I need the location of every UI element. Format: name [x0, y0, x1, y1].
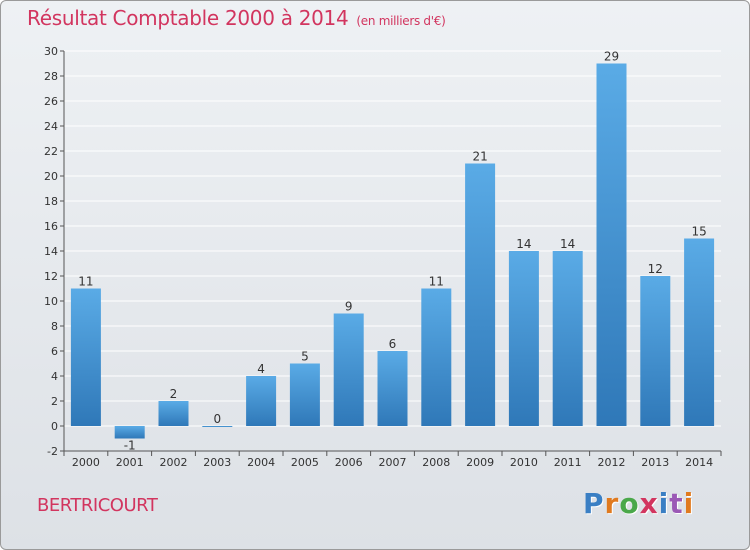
data-label: 21 — [472, 150, 487, 164]
bar-2011 — [552, 251, 583, 426]
y-tick-label: 18 — [44, 195, 58, 208]
y-tick-label: 8 — [51, 320, 58, 333]
axes — [60, 50, 722, 456]
y-tick-label: 10 — [44, 295, 58, 308]
x-tick-label: 2007 — [379, 456, 407, 469]
x-tick-label: 2012 — [598, 456, 626, 469]
x-tick-label: 2001 — [116, 456, 144, 469]
data-label: 14 — [516, 237, 531, 251]
bar-2001 — [114, 426, 145, 439]
x-tick-label: 2004 — [247, 456, 275, 469]
y-tick-label: 22 — [44, 145, 58, 158]
bar-2012 — [596, 63, 627, 426]
data-label: 11 — [429, 275, 444, 289]
y-tick-label: 16 — [44, 220, 58, 233]
chart-subtitle: (en milliers d'€) — [356, 14, 446, 28]
y-tick-label: 4 — [51, 370, 58, 383]
town-name: BERTRICOURT — [37, 495, 158, 516]
data-label: 5 — [301, 350, 309, 364]
bar-2006 — [333, 313, 364, 426]
x-tick-label: 2003 — [203, 456, 231, 469]
x-tick-label: 2005 — [291, 456, 319, 469]
y-tick-label: 0 — [51, 420, 58, 433]
logo-letter: x — [639, 487, 659, 520]
logo-letter: i — [683, 487, 695, 520]
data-label: 2 — [170, 387, 178, 401]
data-label: 29 — [604, 50, 619, 64]
data-labels: 11 -1 2 0 4 5 9 6 11 21 14 14 29 12 15 — [78, 50, 706, 453]
bar-2013 — [640, 276, 671, 426]
x-tick-label: 2010 — [510, 456, 538, 469]
bar-2010 — [508, 251, 539, 426]
bar-2004 — [246, 376, 277, 426]
bar-2008 — [421, 288, 452, 426]
chart-title-text: Résultat Comptable 2000 à 2014 — [27, 6, 349, 30]
data-label: 12 — [648, 262, 663, 276]
bar-2005 — [289, 363, 320, 426]
x-tick-label: 2013 — [641, 456, 669, 469]
x-tick-label: 2006 — [335, 456, 363, 469]
logo-letter: i — [658, 487, 670, 520]
chart-title: Résultat Comptable 2000 à 2014 (en millie… — [27, 6, 446, 30]
logo-letter: t — [669, 487, 684, 520]
bars — [70, 63, 715, 439]
data-label: 9 — [345, 300, 353, 314]
x-tick-label: 2002 — [160, 456, 188, 469]
x-tick-label: 2009 — [466, 456, 494, 469]
logo-letter: P — [583, 487, 605, 520]
proxiti-logo[interactable]: Proxiti — [583, 487, 694, 520]
x-tick-label: 2008 — [422, 456, 450, 469]
bar-2003 — [202, 426, 233, 427]
data-label: 14 — [560, 237, 575, 251]
y-tick-label: 28 — [44, 70, 58, 83]
x-tick-label: 2000 — [72, 456, 100, 469]
x-tick-label: 2011 — [554, 456, 582, 469]
data-label: -1 — [124, 439, 136, 453]
bar-2014 — [684, 238, 715, 426]
data-label: 11 — [78, 275, 93, 289]
y-tick-label: 2 — [51, 395, 58, 408]
x-tick-label: 2014 — [685, 456, 713, 469]
logo-letter: o — [619, 487, 640, 520]
x-tick-labels: 2000 2001 2002 2003 2004 2005 2006 2007 2008 2009… — [72, 456, 713, 469]
y-tick-label: -2 — [47, 445, 58, 458]
data-label: 4 — [257, 362, 265, 376]
y-tick-label: 12 — [44, 270, 58, 283]
logo-letter: r — [604, 487, 620, 520]
y-tick-label: 6 — [51, 345, 58, 358]
data-label: 15 — [691, 225, 706, 239]
y-tick-label: 26 — [44, 95, 58, 108]
y-tick-label: 24 — [44, 120, 58, 133]
bar-2000 — [70, 288, 101, 426]
data-label: 6 — [389, 337, 397, 351]
bar-2007 — [377, 351, 408, 426]
bar-2009 — [465, 163, 496, 426]
data-label: 0 — [213, 412, 221, 426]
y-tick-label: 20 — [44, 170, 58, 183]
y-tick-label: 30 — [44, 45, 58, 58]
y-tick-label: 14 — [44, 245, 58, 258]
bar-2002 — [158, 401, 189, 426]
